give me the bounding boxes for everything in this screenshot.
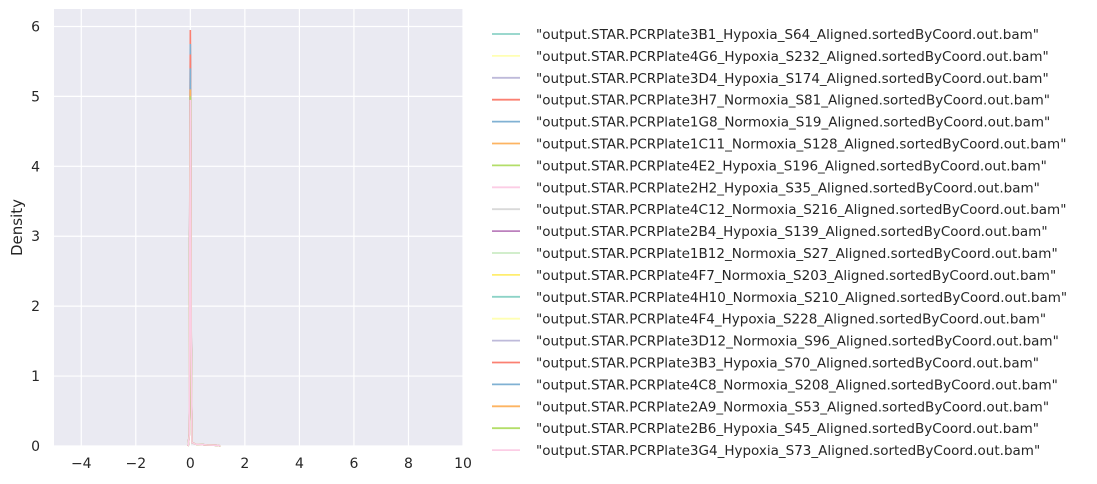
y-tick-label: 3 xyxy=(31,229,40,245)
x-tick-label: 2 xyxy=(240,456,249,472)
legend-entry: "output.STAR.PCRPlate4F7_Normoxia_S203_A… xyxy=(536,268,1056,284)
legend-entry: "output.STAR.PCRPlate2H2_Hypoxia_S35_Ali… xyxy=(536,180,1040,196)
y-gridlines xyxy=(54,25,463,447)
x-tick-label: 6 xyxy=(349,456,358,472)
legend-entry: "output.STAR.PCRPlate1G8_Normoxia_S19_Al… xyxy=(536,115,1050,131)
legend-entry: "output.STAR.PCRPlate4H10_Normoxia_S210_… xyxy=(536,290,1067,306)
legend-entry: "output.STAR.PCRPlate1C11_Normoxia_S128_… xyxy=(536,137,1066,153)
legend-entry: "output.STAR.PCRPlate3H7_Normoxia_S81_Al… xyxy=(536,93,1050,109)
legend-entry: "output.STAR.PCRPlate3D12_Normoxia_S96_A… xyxy=(536,334,1059,350)
x-tick-label: 4 xyxy=(295,456,304,472)
x-tick-label: −4 xyxy=(71,456,92,472)
y-tick-label: 6 xyxy=(31,19,40,35)
legend-entry: "output.STAR.PCRPlate4C8_Normoxia_S208_A… xyxy=(536,377,1058,393)
legend-entry: "output.STAR.PCRPlate2B4_Hypoxia_S139_Al… xyxy=(536,224,1048,240)
legend-entry: "output.STAR.PCRPlate3B1_Hypoxia_S64_Ali… xyxy=(536,27,1039,43)
y-tick-label: 0 xyxy=(31,439,40,455)
legend-entry: "output.STAR.PCRPlate3G4_Hypoxia_S73_Ali… xyxy=(536,443,1040,459)
series-lines xyxy=(187,29,221,447)
legend-entry: "output.STAR.PCRPlate4G6_Hypoxia_S232_Al… xyxy=(536,49,1049,65)
legend-entry: "output.STAR.PCRPlate4E2_Hypoxia_S196_Al… xyxy=(536,158,1047,174)
legend-entry: "output.STAR.PCRPlate2B6_Hypoxia_S45_Ali… xyxy=(536,421,1039,437)
y-tick-label: 1 xyxy=(31,369,40,385)
x-tick-label: 10 xyxy=(454,456,472,472)
y-axis-title: Density xyxy=(8,199,26,256)
series-line xyxy=(187,99,221,447)
x-tick-label: 0 xyxy=(186,456,195,472)
plot-area xyxy=(54,9,463,446)
x-tick-labels: −4 −2 0 2 4 6 8 10 xyxy=(71,456,472,472)
legend-entry: "output.STAR.PCRPlate3D4_Hypoxia_S174_Al… xyxy=(536,71,1049,87)
legend-entry: "output.STAR.PCRPlate1B12_Normoxia_S27_A… xyxy=(536,246,1058,262)
legend-entry: "output.STAR.PCRPlate3B3_Hypoxia_S70_Ali… xyxy=(536,356,1039,372)
y-tick-label: 5 xyxy=(31,89,40,105)
y-tick-label: 2 xyxy=(31,299,40,315)
y-tick-labels: 0 1 2 3 4 5 6 xyxy=(31,19,40,455)
legend-entry: "output.STAR.PCRPlate4C12_Normoxia_S216_… xyxy=(536,202,1066,218)
x-tick-label: 8 xyxy=(404,456,413,472)
legend-entry: "output.STAR.PCRPlate2A9_Normoxia_S53_Al… xyxy=(536,399,1049,415)
y-tick-label: 4 xyxy=(31,159,40,175)
x-tick-label: −2 xyxy=(125,456,146,472)
legend-entry: "output.STAR.PCRPlate4F4_Hypoxia_S228_Al… xyxy=(536,312,1046,328)
legend: "output.STAR.PCRPlate3B1_Hypoxia_S64_Ali… xyxy=(492,27,1067,459)
